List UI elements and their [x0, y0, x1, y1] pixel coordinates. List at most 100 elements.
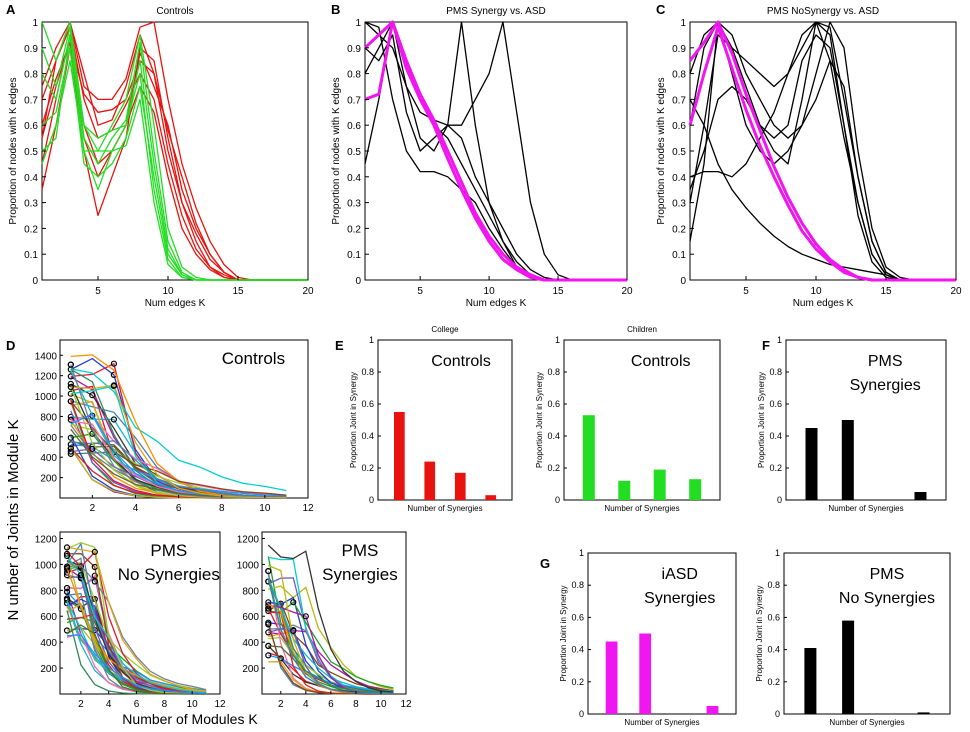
x-tick-label: 20: [950, 286, 962, 297]
y-tick-label: 1: [775, 548, 780, 558]
y-tick-label: 0.2: [24, 224, 38, 235]
x-axis-label: Number of Synergies: [829, 718, 904, 727]
y-tick-label: 0.3: [347, 199, 361, 210]
x-tick-label: 6: [328, 699, 334, 710]
inset-label: Synergies: [850, 377, 921, 394]
y-tick-label: 0.2: [769, 463, 782, 473]
module-line: [66, 634, 207, 694]
start-marker: [67, 434, 74, 441]
y-tick-label: 1200: [237, 534, 260, 545]
peak-marker: [91, 578, 98, 585]
bar-2: [841, 420, 854, 500]
y-tick-label: 600: [40, 433, 57, 444]
peak-marker: [265, 621, 272, 628]
panel-D3: 200 400 600 800 1000 1200 2 4 6 8 10 12 PMS Synergies: [237, 531, 412, 710]
panel-D2: 200 400 600 800 1000 1200 2 4 6 8 10 12 PMS No Synerg…: [35, 531, 226, 710]
x-tick-label: 8: [353, 699, 359, 710]
x-axis-label: Number of Synergies: [604, 504, 679, 513]
y-tick-label: 0.9: [347, 44, 361, 55]
y-tick-label: 0.3: [24, 199, 38, 210]
x-tick-label: 5: [95, 286, 101, 297]
chart-title: Controls: [156, 6, 193, 17]
y-tick-label: 0.8: [571, 580, 584, 590]
y-tick-label: 0: [555, 495, 560, 505]
y-tick-label: 0.2: [547, 463, 560, 473]
y-tick-label: 0.6: [347, 121, 361, 132]
x-tick-label: 8: [162, 699, 168, 710]
bar-4: [689, 479, 702, 500]
peak-marker: [110, 416, 118, 423]
inset-label: No Synergies: [839, 590, 935, 607]
peak-marker: [290, 627, 297, 635]
x-tick-label: 12: [400, 699, 412, 710]
y-tick-label: 0.5: [672, 147, 686, 158]
panel-letter: B: [331, 2, 340, 17]
y-tick-label: 1: [579, 548, 584, 558]
x-tick-label: 10: [810, 286, 822, 297]
module-line: [267, 573, 394, 695]
bar-4: [485, 495, 497, 500]
x-tick-label: 4: [133, 503, 139, 514]
y-tick-label: 0.6: [361, 399, 374, 409]
y-tick-label: 0.2: [767, 677, 780, 687]
y-tick-label: 0.2: [571, 677, 584, 687]
y-tick-label: 0.4: [672, 173, 686, 184]
bar-1: [805, 428, 818, 500]
bar-1: [582, 415, 595, 500]
y-tick-label: 1200: [35, 372, 58, 383]
start-marker: [63, 544, 71, 551]
y-tick-label: 1000: [237, 560, 260, 571]
start-marker: [265, 652, 272, 659]
y-tick-label: 200: [40, 474, 57, 485]
y-tick-label: 0: [777, 495, 782, 505]
y-tick-label: 200: [242, 664, 259, 675]
x-axis-label: Number of Synergies: [407, 504, 482, 513]
inset-label: PMS: [150, 541, 187, 560]
x-tick-label: 4: [106, 699, 112, 710]
y-tick-label: 0.7: [672, 95, 686, 106]
series-line-magenta-2: [363, 20, 627, 282]
chart-title: College: [431, 325, 459, 334]
series-line-magenta-2: [688, 25, 956, 282]
x-tick-label: 2: [90, 503, 96, 514]
y-tick-label: 0.8: [24, 70, 38, 81]
y-axis-label: Proportion of nodes with K edges: [8, 77, 19, 224]
plot-frame: [689, 21, 957, 281]
y-tick-label: 0: [355, 276, 361, 287]
module-line: [66, 546, 207, 692]
module-line: [267, 579, 394, 694]
bar-4: [706, 706, 719, 714]
module-line: [70, 368, 287, 492]
start-marker: [67, 416, 74, 423]
x-tick-label: 10: [484, 286, 496, 297]
panel-E2: 0 0.2 0.4 0.6 0.8 1 Number of Synergies Proport…: [535, 325, 721, 513]
panel-G1: 0 0.2 0.4 0.6 0.8 1 Number of Synergies Proport…: [540, 548, 737, 727]
module-line: [66, 564, 207, 691]
y-tick-label: 200: [40, 664, 57, 675]
y-tick-label: 0.5: [347, 147, 361, 158]
y-tick-label: 0.2: [361, 463, 374, 473]
start-marker: [63, 584, 71, 592]
y-axis-label: Proportion Joint in Synergy: [757, 372, 766, 468]
panel-B: 00.10.20.30.40.50.60.70.80.915 10 15 20PMS …: [331, 2, 633, 309]
peak-marker: [110, 382, 118, 389]
y-tick-label: 1: [369, 335, 374, 345]
start-marker: [265, 607, 272, 615]
module-line: [268, 601, 394, 689]
inset-label: Controls: [631, 353, 691, 370]
y-axis-label: Proportion Joint in Synergy: [755, 585, 764, 681]
y-tick-label: 1200: [35, 534, 58, 545]
start-marker: [67, 448, 74, 455]
y-tick-label: 0.7: [24, 95, 38, 106]
y-tick-label: 0.6: [547, 399, 560, 409]
y-tick-label: 0.8: [547, 367, 560, 377]
series-line-green-6: [41, 60, 308, 281]
bar-1: [804, 648, 817, 714]
x-tick-label: 2: [78, 699, 84, 710]
bar-2: [842, 620, 855, 714]
x-axis-label: Number of Synergies: [624, 718, 699, 727]
y-tick-label: 0.3: [672, 199, 686, 210]
inset-label: PMS: [868, 353, 903, 370]
x-tick-label: 10: [375, 699, 387, 710]
